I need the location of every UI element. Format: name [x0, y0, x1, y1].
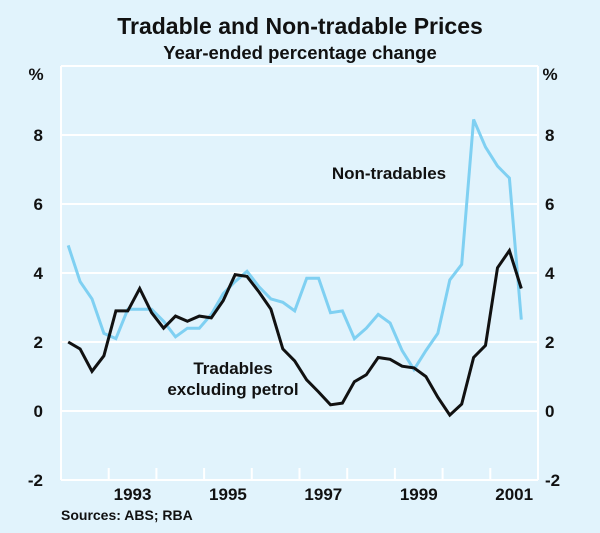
y-tick-label-right: 4 — [545, 264, 555, 283]
y-tick-label-right: 0 — [545, 402, 554, 421]
axes — [60, 65, 539, 481]
y-tick-label-left: 6 — [34, 195, 43, 214]
y-tick-label-left: 0 — [34, 402, 43, 421]
y-axis-unit-right: % — [542, 65, 557, 84]
annotation-excluding-petrol: excluding petrol — [167, 380, 298, 399]
series-lines — [66, 118, 523, 418]
x-tick-label: 1997 — [304, 485, 342, 504]
x-tick-label: 2001 — [495, 485, 533, 504]
series-line-non-tradables — [66, 118, 523, 373]
x-tick-label: 1995 — [209, 485, 247, 504]
tick-labels: -2 -2 0 0 2 2 4 4 6 6 8 8 1993 1995 1997 1999 2001 — [28, 126, 560, 504]
y-axis-unit-left: % — [28, 65, 43, 84]
y-tick-label-left: 2 — [34, 333, 43, 352]
source-note: Sources: ABS; RBA — [61, 507, 193, 523]
y-tick-label-left: 4 — [34, 264, 44, 283]
series-line-tradables-excluding-petrol — [67, 247, 523, 418]
x-tick-label: 1993 — [114, 485, 152, 504]
x-tick-label: 1999 — [400, 485, 438, 504]
y-tick-label-left: 8 — [34, 126, 43, 145]
chart-subtitle: Year-ended percentage change — [163, 42, 437, 63]
gridlines — [61, 134, 538, 412]
y-tick-label-right: 2 — [545, 333, 554, 352]
annotation-tradables: Tradables — [193, 359, 272, 378]
annotation-non-tradables: Non-tradables — [332, 164, 446, 183]
y-tick-label-right: 8 — [545, 126, 554, 145]
chart-title: Tradable and Non-tradable Prices — [117, 13, 483, 39]
y-tick-label-right: 6 — [545, 195, 554, 214]
y-tick-label-left: -2 — [28, 471, 43, 490]
y-tick-label-right: -2 — [545, 471, 560, 490]
